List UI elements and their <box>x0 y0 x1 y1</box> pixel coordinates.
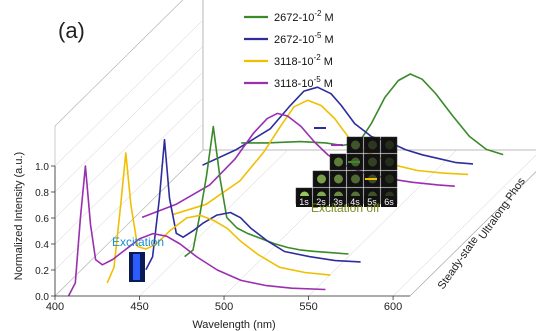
legend-entry: 3118-10-5 M <box>274 75 333 90</box>
x-tick-label: 450 <box>130 301 148 313</box>
decay-sample-glow <box>385 157 394 167</box>
time-label: 4s <box>350 197 360 207</box>
decay-frame <box>346 170 364 188</box>
floor-gridline <box>308 149 457 297</box>
decay-sample-glow <box>317 174 326 184</box>
decay-sample-glow <box>368 140 377 150</box>
panel-label: (a) <box>58 18 85 43</box>
time-label: 3s <box>333 197 343 207</box>
side-gridline <box>54 19 204 167</box>
side-gridline <box>54 123 204 271</box>
legend-entry: 2672-10-5 M <box>274 31 334 46</box>
series-line-steady-4 <box>184 125 349 258</box>
y-tick-label: 0.0 <box>35 292 49 303</box>
time-label-bg <box>313 196 329 207</box>
side-gridline <box>54 71 204 219</box>
legend-entry: 3118-10-2 M <box>274 53 333 68</box>
series-line-steady-7 <box>67 165 326 297</box>
decay-photo-inset: 1s 2s 3s 4s 5s 6s <box>295 127 398 207</box>
series-layer <box>67 73 504 297</box>
depth-label-steady-state: Steady-state <box>436 234 481 291</box>
legend: 2672-10-2 M 2672-10-5 M 3118-10-2 M 3118-10… <box>244 9 334 90</box>
y-tick-label: 0.2 <box>35 266 49 277</box>
decay-frame <box>363 153 381 171</box>
series-line-phos-1 <box>202 86 474 166</box>
y-tick-label: 0.6 <box>35 214 49 225</box>
floor-gridline <box>139 149 288 297</box>
time-label-bg <box>347 196 363 207</box>
decay-frame <box>380 136 398 154</box>
time-label-bg <box>296 196 312 207</box>
time-label: 5s <box>367 197 377 207</box>
decay-frame <box>380 153 398 171</box>
time-label: 1s <box>299 197 309 207</box>
y-tick-label: 1.0 <box>35 162 49 173</box>
excitation-off-caption: Excitation off <box>311 201 380 215</box>
3d-box-frame <box>54 0 536 297</box>
decay-frame <box>380 170 398 188</box>
decay-frame <box>363 136 381 154</box>
y-axis-label: Normalized Intensity (a.u.) <box>13 152 25 280</box>
decay-sample-glow <box>351 174 360 184</box>
side-gridline <box>54 149 204 297</box>
y-tick-label: 0.8 <box>35 188 49 199</box>
time-label-bg <box>381 196 397 207</box>
axes-layer: 400 450 500 550 600 0.0 0.2 0.4 0.6 0.8 1.0 <box>35 162 410 313</box>
decay-sample-glow <box>385 140 394 150</box>
decay-sample-glow <box>368 157 377 167</box>
time-label-bg <box>364 196 380 207</box>
excitation-label: Excitation <box>112 235 164 249</box>
x-tick-label: 500 <box>215 301 233 313</box>
decay-sample-glow <box>334 157 343 167</box>
time-label-bg <box>330 196 346 207</box>
decay-frame <box>346 136 364 154</box>
decay-sample-glow <box>385 174 394 184</box>
series-line-phos-0 <box>241 73 504 156</box>
decay-sample-glow <box>351 140 360 150</box>
time-label: 2s <box>316 197 326 207</box>
x-axis-label: Wavelength (nm) <box>192 319 275 331</box>
depth-label-ultralong-phos: Ultralong Phos <box>477 175 529 241</box>
series-line-phos-2 <box>172 99 469 216</box>
side-gridline <box>54 45 204 193</box>
x-tick-label: 400 <box>46 301 64 313</box>
legend-entry: 2672-10-2 M <box>274 9 334 24</box>
decay-sample-glow <box>334 174 343 184</box>
floor-gridline <box>392 154 536 297</box>
x-tick-label: 550 <box>299 301 317 313</box>
time-label: 6s <box>384 197 394 207</box>
excitation-glow <box>133 254 140 280</box>
series-line-steady-6 <box>106 152 331 284</box>
excitation-inset: Excitation <box>112 235 164 282</box>
x-tick-label: 600 <box>384 301 402 313</box>
y-tick-label: 0.4 <box>35 240 49 251</box>
